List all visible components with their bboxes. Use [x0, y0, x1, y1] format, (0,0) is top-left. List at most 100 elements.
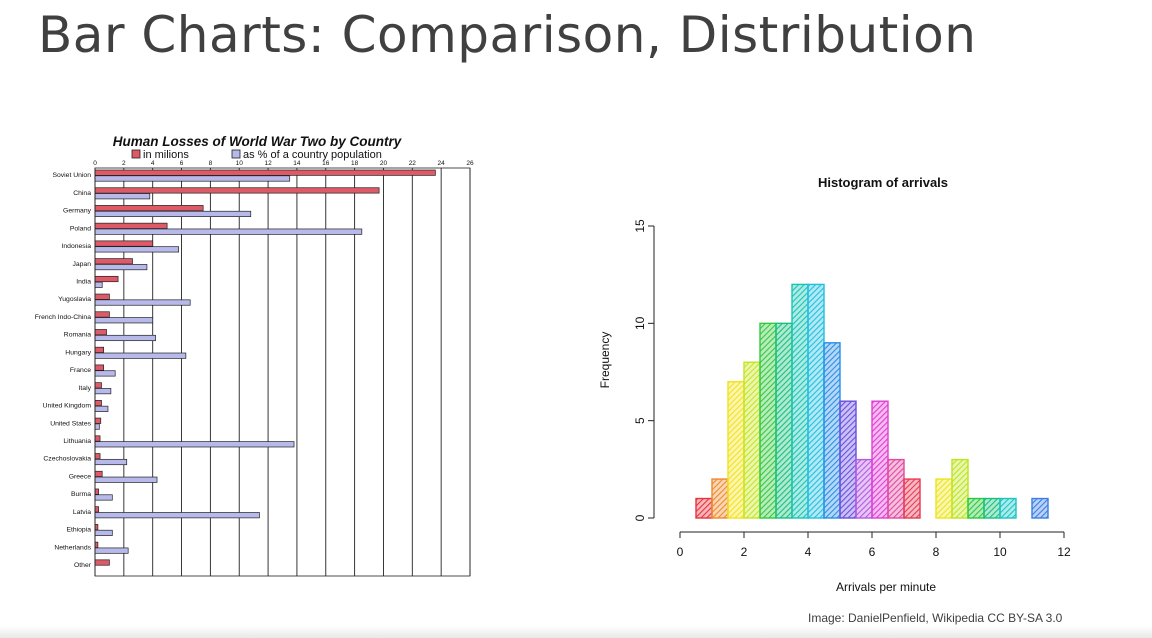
legend-label-millions: in milions — [143, 149, 189, 161]
bar-percent — [94, 512, 260, 519]
bar-millions — [94, 470, 103, 477]
image-credit: Image: DanielPenfield, Wikipedia CC BY-S… — [808, 611, 1063, 625]
bar-percent — [94, 529, 113, 536]
category-label: Lithuania — [63, 438, 91, 445]
category-label: India — [76, 279, 91, 286]
category-label: Yugoslavia — [58, 296, 91, 303]
category-label: Other — [74, 562, 92, 569]
bar-millions — [94, 524, 99, 531]
bar-millions — [94, 346, 105, 353]
category-label: Japan — [72, 261, 91, 268]
histogram-bar — [935, 478, 953, 519]
bar-percent — [94, 423, 100, 430]
histogram-bar — [887, 458, 905, 519]
bar-percent — [94, 228, 363, 235]
x-tick-label: 10 — [236, 160, 244, 167]
bar-millions — [94, 435, 101, 442]
bar-millions — [94, 559, 110, 566]
x-tick-label: 12 — [1057, 545, 1071, 559]
x-tick-label: 20 — [380, 160, 388, 167]
x-tick-label: 26 — [466, 160, 474, 167]
histogram-ylabel: Frequency — [598, 332, 612, 389]
legend-label-percent: as % of a country population — [243, 149, 382, 161]
bar-percent — [94, 441, 295, 448]
x-tick-label: 2 — [741, 545, 748, 559]
x-tick-label: 4 — [805, 545, 812, 559]
x-tick-label: 10 — [993, 545, 1007, 559]
bar-millions — [94, 240, 154, 247]
bar-millions — [94, 222, 168, 229]
x-tick-label: 12 — [264, 160, 272, 167]
histogram-bar — [951, 458, 969, 519]
histogram-bar — [871, 400, 889, 519]
histogram-bar — [967, 497, 985, 519]
bar-millions — [94, 541, 99, 548]
bar-percent — [94, 458, 128, 466]
bar-millions — [94, 311, 110, 318]
category-label: Poland — [70, 225, 91, 232]
bar-millions — [94, 400, 102, 407]
bar-percent — [94, 405, 109, 412]
histogram-bar — [759, 322, 777, 519]
y-tick-label: 15 — [633, 219, 647, 233]
bar-percent — [94, 370, 116, 377]
category-label: Romania — [64, 332, 91, 339]
category-label: Greece — [69, 473, 92, 480]
ww2-losses-chart: Human Losses of World War Two by Country… — [35, 134, 474, 577]
histogram-bar — [839, 400, 857, 519]
category-label: United States — [50, 420, 91, 427]
x-tick-label: 22 — [409, 160, 417, 167]
x-tick-label: 4 — [151, 160, 155, 167]
bar-millions — [94, 417, 102, 424]
bar-millions — [94, 453, 101, 460]
histogram-bar — [855, 458, 873, 519]
x-tick-label: 0 — [677, 545, 684, 559]
histogram-title: Histogram of arrivals — [818, 175, 948, 190]
category-label: France — [70, 367, 91, 374]
y-tick-label: 10 — [633, 316, 647, 330]
bar-percent — [94, 281, 103, 288]
histogram-bar — [807, 283, 825, 519]
ww2-plot-frame — [94, 167, 471, 577]
histogram-bar — [823, 342, 841, 519]
bar-millions — [94, 382, 102, 389]
category-label: Burma — [71, 491, 91, 498]
y-tick-label: 5 — [633, 417, 647, 424]
bar-millions — [94, 506, 99, 513]
slide-title: Bar Charts: Comparison, Distribution — [38, 6, 977, 64]
bar-percent — [94, 494, 113, 501]
bar-percent — [94, 334, 156, 342]
bar-percent — [94, 299, 191, 306]
bar-millions — [94, 187, 380, 194]
x-tick-label: 14 — [293, 160, 301, 167]
category-label: United Kingdom — [43, 403, 92, 410]
category-label: Germany — [63, 208, 92, 215]
bar-millions — [94, 205, 204, 212]
x-tick-label: 16 — [322, 160, 330, 167]
bar-percent — [94, 193, 151, 200]
histogram-bar — [695, 497, 713, 519]
bar-percent — [94, 388, 112, 395]
category-label: Indonesia — [62, 243, 92, 250]
bar-millions — [94, 364, 105, 371]
bar-millions — [94, 275, 119, 283]
bar-percent — [94, 547, 129, 554]
bar-percent — [94, 210, 252, 217]
x-tick-label: 8 — [933, 545, 940, 559]
arrivals-histogram: Histogram of arrivals Frequency Arrivals… — [598, 175, 1071, 594]
category-label: Soviet Union — [52, 172, 91, 179]
category-label: French Indo-China — [35, 314, 92, 321]
x-tick-label: 0 — [93, 160, 97, 167]
x-tick-label: 8 — [209, 160, 213, 167]
category-label: China — [73, 190, 91, 197]
bar-millions — [94, 169, 436, 176]
category-label: Italy — [79, 385, 92, 392]
histogram-bar — [791, 283, 809, 519]
histogram-bar — [743, 361, 761, 519]
bar-percent — [94, 246, 180, 253]
histogram-bar — [999, 497, 1017, 519]
bar-percent — [94, 317, 154, 324]
category-label: Ethiopia — [66, 527, 91, 534]
bar-percent — [94, 476, 158, 483]
x-tick-label: 24 — [438, 160, 446, 167]
